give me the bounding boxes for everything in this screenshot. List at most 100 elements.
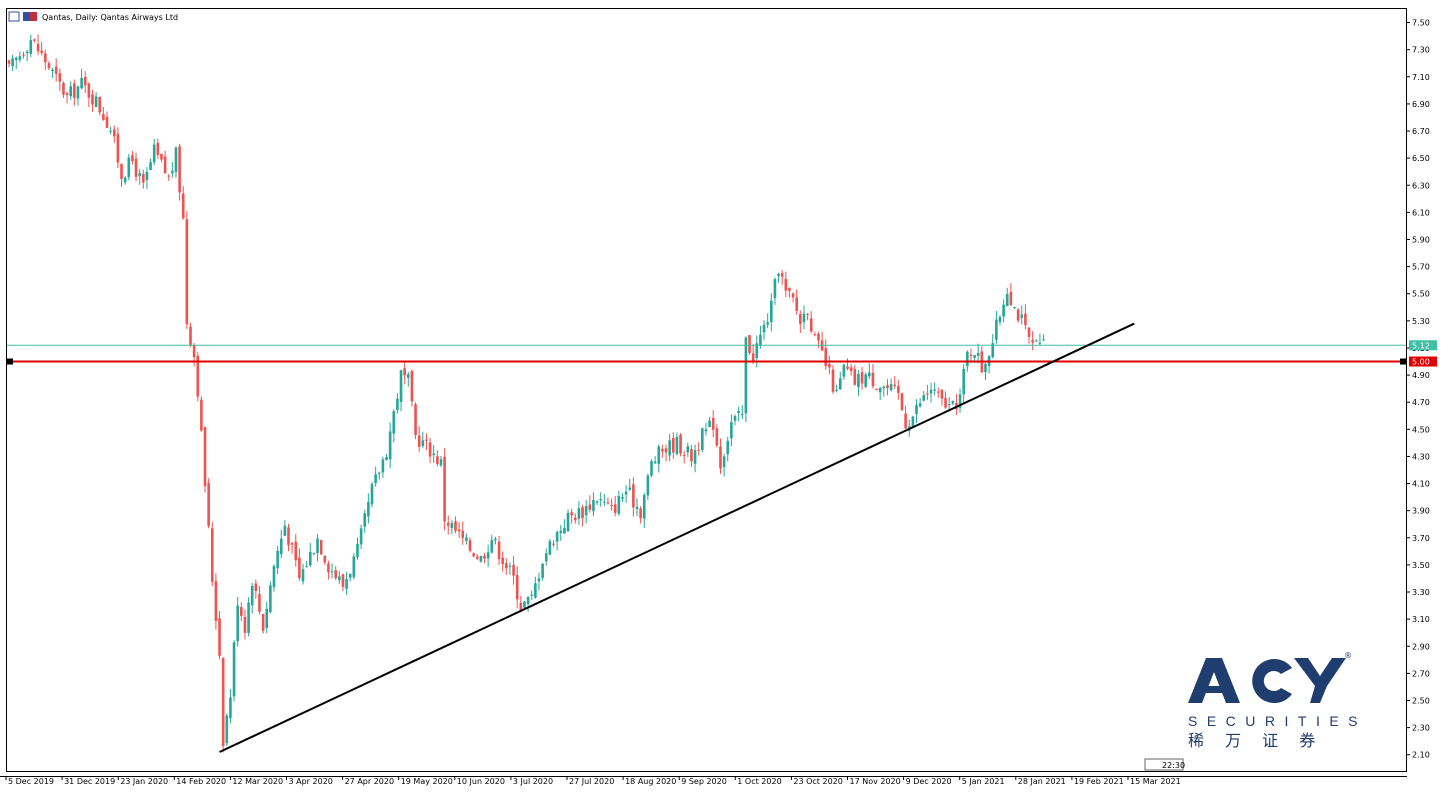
logo-chinese: 稀 万 证 券 — [1188, 731, 1323, 750]
candle-body — [613, 504, 617, 513]
logo-letter-a-bar — [1205, 686, 1223, 693]
y-tick-label: 7.50 — [1412, 19, 1430, 28]
candle-body — [22, 54, 25, 56]
x-tick-label: 28 Jan 2021 — [1018, 777, 1066, 786]
y-tick-label: 6.70 — [1412, 127, 1430, 136]
candle-body — [167, 175, 171, 177]
candle-body — [759, 334, 762, 346]
candle-body — [693, 450, 697, 464]
candle-body — [145, 171, 149, 181]
candle-body — [973, 355, 976, 358]
candle-body — [606, 502, 610, 504]
y-tick-label: 4.30 — [1412, 452, 1430, 461]
y-tick-label: 4.10 — [1412, 480, 1430, 489]
candle-body — [726, 440, 730, 455]
candle-body — [301, 569, 305, 582]
candle-body — [664, 448, 668, 453]
candle-body — [813, 334, 817, 336]
candle-body — [962, 368, 965, 395]
support-price-label: 5.00 — [1412, 358, 1430, 367]
y-tick-label: 4.90 — [1412, 371, 1430, 380]
candle-body — [777, 273, 780, 276]
y-tick-label: 7.30 — [1412, 46, 1430, 55]
candle-body — [878, 387, 882, 393]
candle-body — [530, 594, 534, 596]
candle-body — [505, 563, 508, 569]
candle-body — [824, 348, 828, 366]
candle-body — [51, 69, 54, 72]
support-price-box — [1409, 356, 1437, 367]
candle-body — [428, 442, 432, 457]
candle-body — [479, 555, 483, 562]
logo-letter-y — [1294, 658, 1346, 703]
x-tick-label: 23 Jan 2020 — [120, 777, 168, 786]
candle-body — [762, 324, 766, 333]
y-tick-label: 4.70 — [1412, 398, 1430, 407]
candle-body — [711, 417, 715, 430]
candle-body — [392, 411, 396, 434]
support-line-handle-right — [1400, 358, 1406, 365]
candle-body — [214, 581, 218, 621]
candle-body — [886, 385, 889, 389]
x-tick-label: 31 Dec 2019 — [64, 777, 115, 786]
candle-body — [523, 601, 526, 608]
candle-body — [733, 416, 737, 421]
y-tick-label: 3.70 — [1412, 534, 1430, 543]
candle-body — [465, 537, 468, 541]
candle-body — [279, 538, 283, 555]
candle-body — [1005, 294, 1009, 306]
candle-body — [348, 573, 352, 578]
candle-body — [1031, 339, 1034, 343]
candle-body — [904, 413, 907, 429]
candle-body — [221, 658, 225, 747]
y-tick-label: 2.50 — [1412, 696, 1430, 705]
candle-body — [541, 563, 544, 578]
candle-body — [323, 555, 327, 563]
candle-body — [740, 413, 744, 415]
candle-body — [915, 405, 918, 414]
candle-body — [857, 374, 860, 387]
candle-body — [501, 557, 504, 564]
candle-body — [131, 155, 134, 162]
candle-body — [98, 96, 102, 113]
x-tick-label: 23 Oct 2020 — [793, 777, 842, 786]
candle-body — [94, 96, 98, 108]
current-price-box — [1409, 340, 1437, 351]
y-tick-label: 5.90 — [1412, 235, 1430, 244]
y-tick-label: 3.30 — [1412, 588, 1430, 597]
current-price-label: 5.12 — [1412, 341, 1430, 350]
candle-body — [334, 570, 337, 579]
candle-body — [258, 594, 261, 612]
candle-body — [838, 378, 842, 390]
candle-body — [944, 397, 947, 408]
candle-body — [356, 544, 359, 558]
candle-body — [871, 372, 875, 387]
x-axis-ticks: 5 Dec 2019 31 Dec 2019 23 Jan 2020 14 Feb 2… — [5, 776, 1181, 786]
y-tick-label: 2.70 — [1412, 669, 1430, 678]
candle-body — [969, 354, 973, 357]
candle-body — [425, 439, 428, 441]
y-tick-label: 7.10 — [1412, 73, 1430, 82]
candle-body — [947, 404, 951, 406]
candle-body — [686, 446, 690, 453]
candle-body — [653, 461, 657, 464]
candle-body — [715, 428, 719, 446]
candle-body — [995, 319, 998, 340]
candle-body — [44, 53, 47, 63]
x-tick-label: 5 Jan 2021 — [962, 777, 1005, 786]
candle-body — [922, 395, 926, 401]
candle-body — [1024, 313, 1027, 326]
candle-body — [537, 578, 541, 582]
candle-body — [849, 367, 853, 372]
candle-body — [784, 278, 788, 291]
chart-menu-icon[interactable] — [8, 11, 20, 22]
time-indicator-box — [1144, 758, 1184, 771]
candle-body — [399, 370, 403, 402]
candle-body — [312, 552, 316, 554]
x-tick-label: 3 Jul 2020 — [513, 777, 553, 786]
candle-body — [926, 393, 929, 395]
x-tick-label: 15 Mar 2021 — [1130, 777, 1181, 786]
candle-body — [185, 219, 189, 325]
candle-body — [156, 142, 160, 155]
